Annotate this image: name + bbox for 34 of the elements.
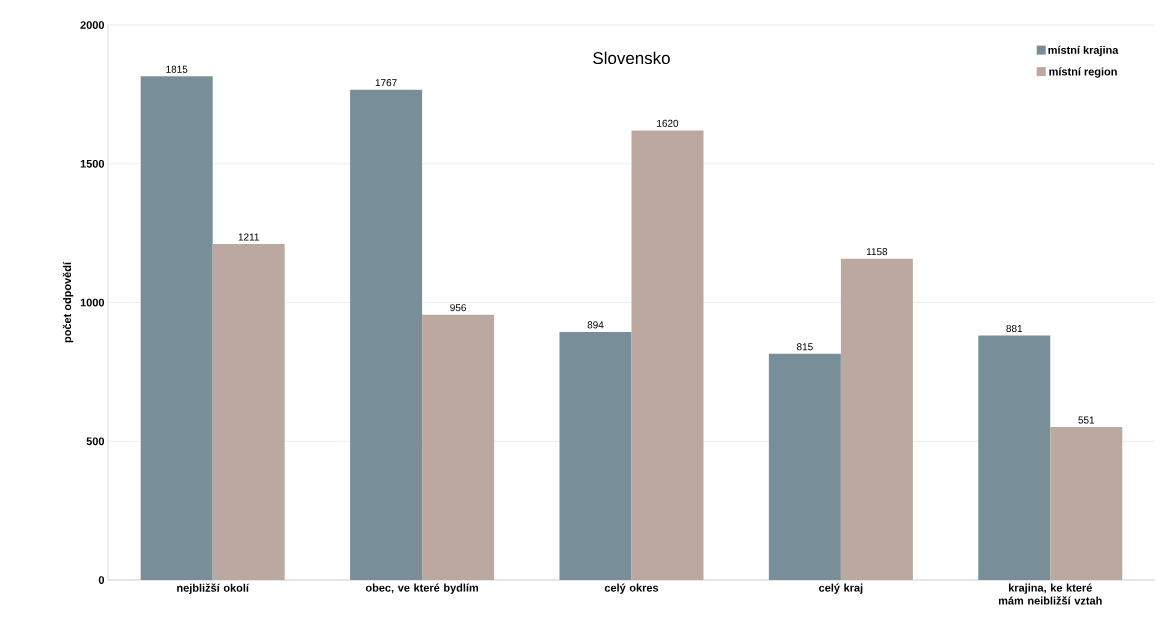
data-label: 1620	[657, 119, 679, 127]
bar	[350, 89, 423, 580]
data-label: 1815	[166, 65, 188, 73]
y-tick-label: 500	[86, 437, 105, 446]
data-label: 1767	[375, 79, 397, 87]
legend-label: místní region	[1049, 67, 1117, 78]
data-label: 881	[1006, 324, 1023, 332]
x-tick-label: celý okres	[604, 583, 659, 594]
y-tick-label: 2000	[80, 21, 105, 29]
bar	[559, 331, 632, 580]
data-label: 894	[587, 321, 604, 329]
bar	[840, 258, 913, 580]
x-tick-label: celý kraj	[819, 583, 863, 594]
bar	[978, 335, 1051, 580]
x-tick-label: nejbližší okolí	[177, 583, 250, 594]
bar	[768, 353, 841, 580]
text: Slovensko	[593, 51, 670, 65]
bar	[212, 243, 285, 580]
y-tick-label: 1000	[80, 298, 105, 307]
data-label: 815	[797, 343, 813, 351]
y-axis-title: počet odpovědí	[62, 261, 74, 343]
data-label: 551	[1078, 416, 1095, 424]
y-tick-label: 1500	[80, 159, 105, 168]
y-tick-label: 0	[98, 576, 105, 584]
bar	[140, 76, 213, 580]
data-label: 1158	[866, 248, 888, 256]
x-tick-label: krajina, ke které mám neibližší vztah	[998, 583, 1102, 605]
data-label: 956	[450, 304, 466, 312]
bar	[422, 314, 495, 580]
x-tick-label: obec, ve které bydlím	[365, 583, 479, 594]
legend-label: místní krajina	[1048, 45, 1119, 57]
bar	[1050, 427, 1123, 580]
bar	[631, 130, 704, 580]
data-label: 1211	[238, 233, 259, 241]
